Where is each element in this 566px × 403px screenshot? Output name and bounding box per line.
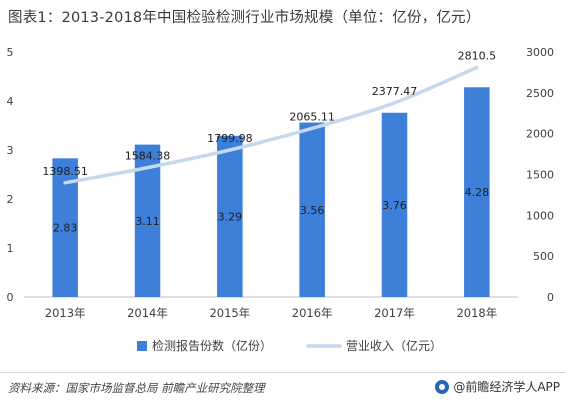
footer-divider [0,372,566,373]
y-right-tick-label: 3000 [526,46,554,59]
legend-bar-swatch [137,341,147,351]
y-left-tick-label: 2 [7,193,14,206]
y-left-tick-label: 0 [7,291,14,304]
bar-value-label: 2.83 [53,222,78,235]
data-labels: 2.83 3.11 3.29 3.56 3.76 4.28 1398.51 1584.38 17… [42,49,496,234]
y-right-tick-label: 0 [547,291,554,304]
y-left-tick-label: 3 [7,144,14,157]
x-tick-label: 2013年 [45,306,86,320]
brand: @前瞻经济学人APP [435,378,560,395]
combo-chart: 0 1 2 3 4 5 0 500 1000 1500 2000 2500 3000 2013年 2014年… [7,46,555,353]
bar-value-label: 3.29 [218,210,243,223]
bar [217,135,243,297]
legend-line-label: 营业收入（亿元） [346,338,442,353]
bar [381,112,408,297]
y-right-tick-label: 2500 [526,87,554,100]
bar-value-label: 3.76 [382,199,407,212]
y-right-tick-label: 1500 [526,169,554,182]
x-tick-label: 2017年 [374,306,415,320]
bar [299,122,325,297]
line-value-label: 2065.11 [289,110,335,123]
x-tick-label: 2015年 [209,306,250,320]
y-left-tick-label: 1 [7,242,14,255]
source-note: 资料来源：国家市场监督总局 前瞻产业研究院整理 [8,381,265,395]
x-tick-label: 2016年 [292,306,333,320]
line-value-label: 2810.5 [458,49,497,62]
legend-bar-label: 检测报告份数（亿份） [152,338,272,353]
chart-title: 图表1：2013-2018年中国检验检测行业市场规模（单位：亿份，亿元） [8,10,481,26]
x-tick-label: 2018年 [456,306,497,320]
y-left-tick-label: 5 [7,46,14,59]
revenue-line [63,65,479,185]
brand-logo-icon [435,379,450,394]
brand-label: @前瞻经济学人APP [453,380,560,394]
x-tick-label: 2014年 [127,306,168,320]
bar-value-label: 3.56 [300,204,325,217]
line-value-label: 1799.98 [207,132,253,145]
y-right-tick-label: 2000 [526,128,554,141]
y-right-tick-label: 1000 [526,209,554,222]
line-value-label: 2377.47 [372,85,418,98]
bar-series [52,87,490,297]
chart-axes: 0 1 2 3 4 5 0 500 1000 1500 2000 2500 3000 2013年 2014年… [7,46,555,320]
y-right-tick-label: 500 [533,250,554,263]
bar-value-label: 3.11 [135,215,160,228]
line-value-label: 1584.38 [125,150,171,163]
line-value-label: 1398.51 [42,165,88,178]
bar-value-label: 4.28 [465,186,490,199]
bar [464,87,490,297]
line-series [63,65,479,185]
y-left-tick-label: 4 [7,95,14,108]
legend: 检测报告份数（亿份） 营业收入（亿元） [137,338,442,353]
footer: 资料来源：国家市场监督总局 前瞻产业研究院整理 @前瞻经济学人APP [0,372,566,403]
